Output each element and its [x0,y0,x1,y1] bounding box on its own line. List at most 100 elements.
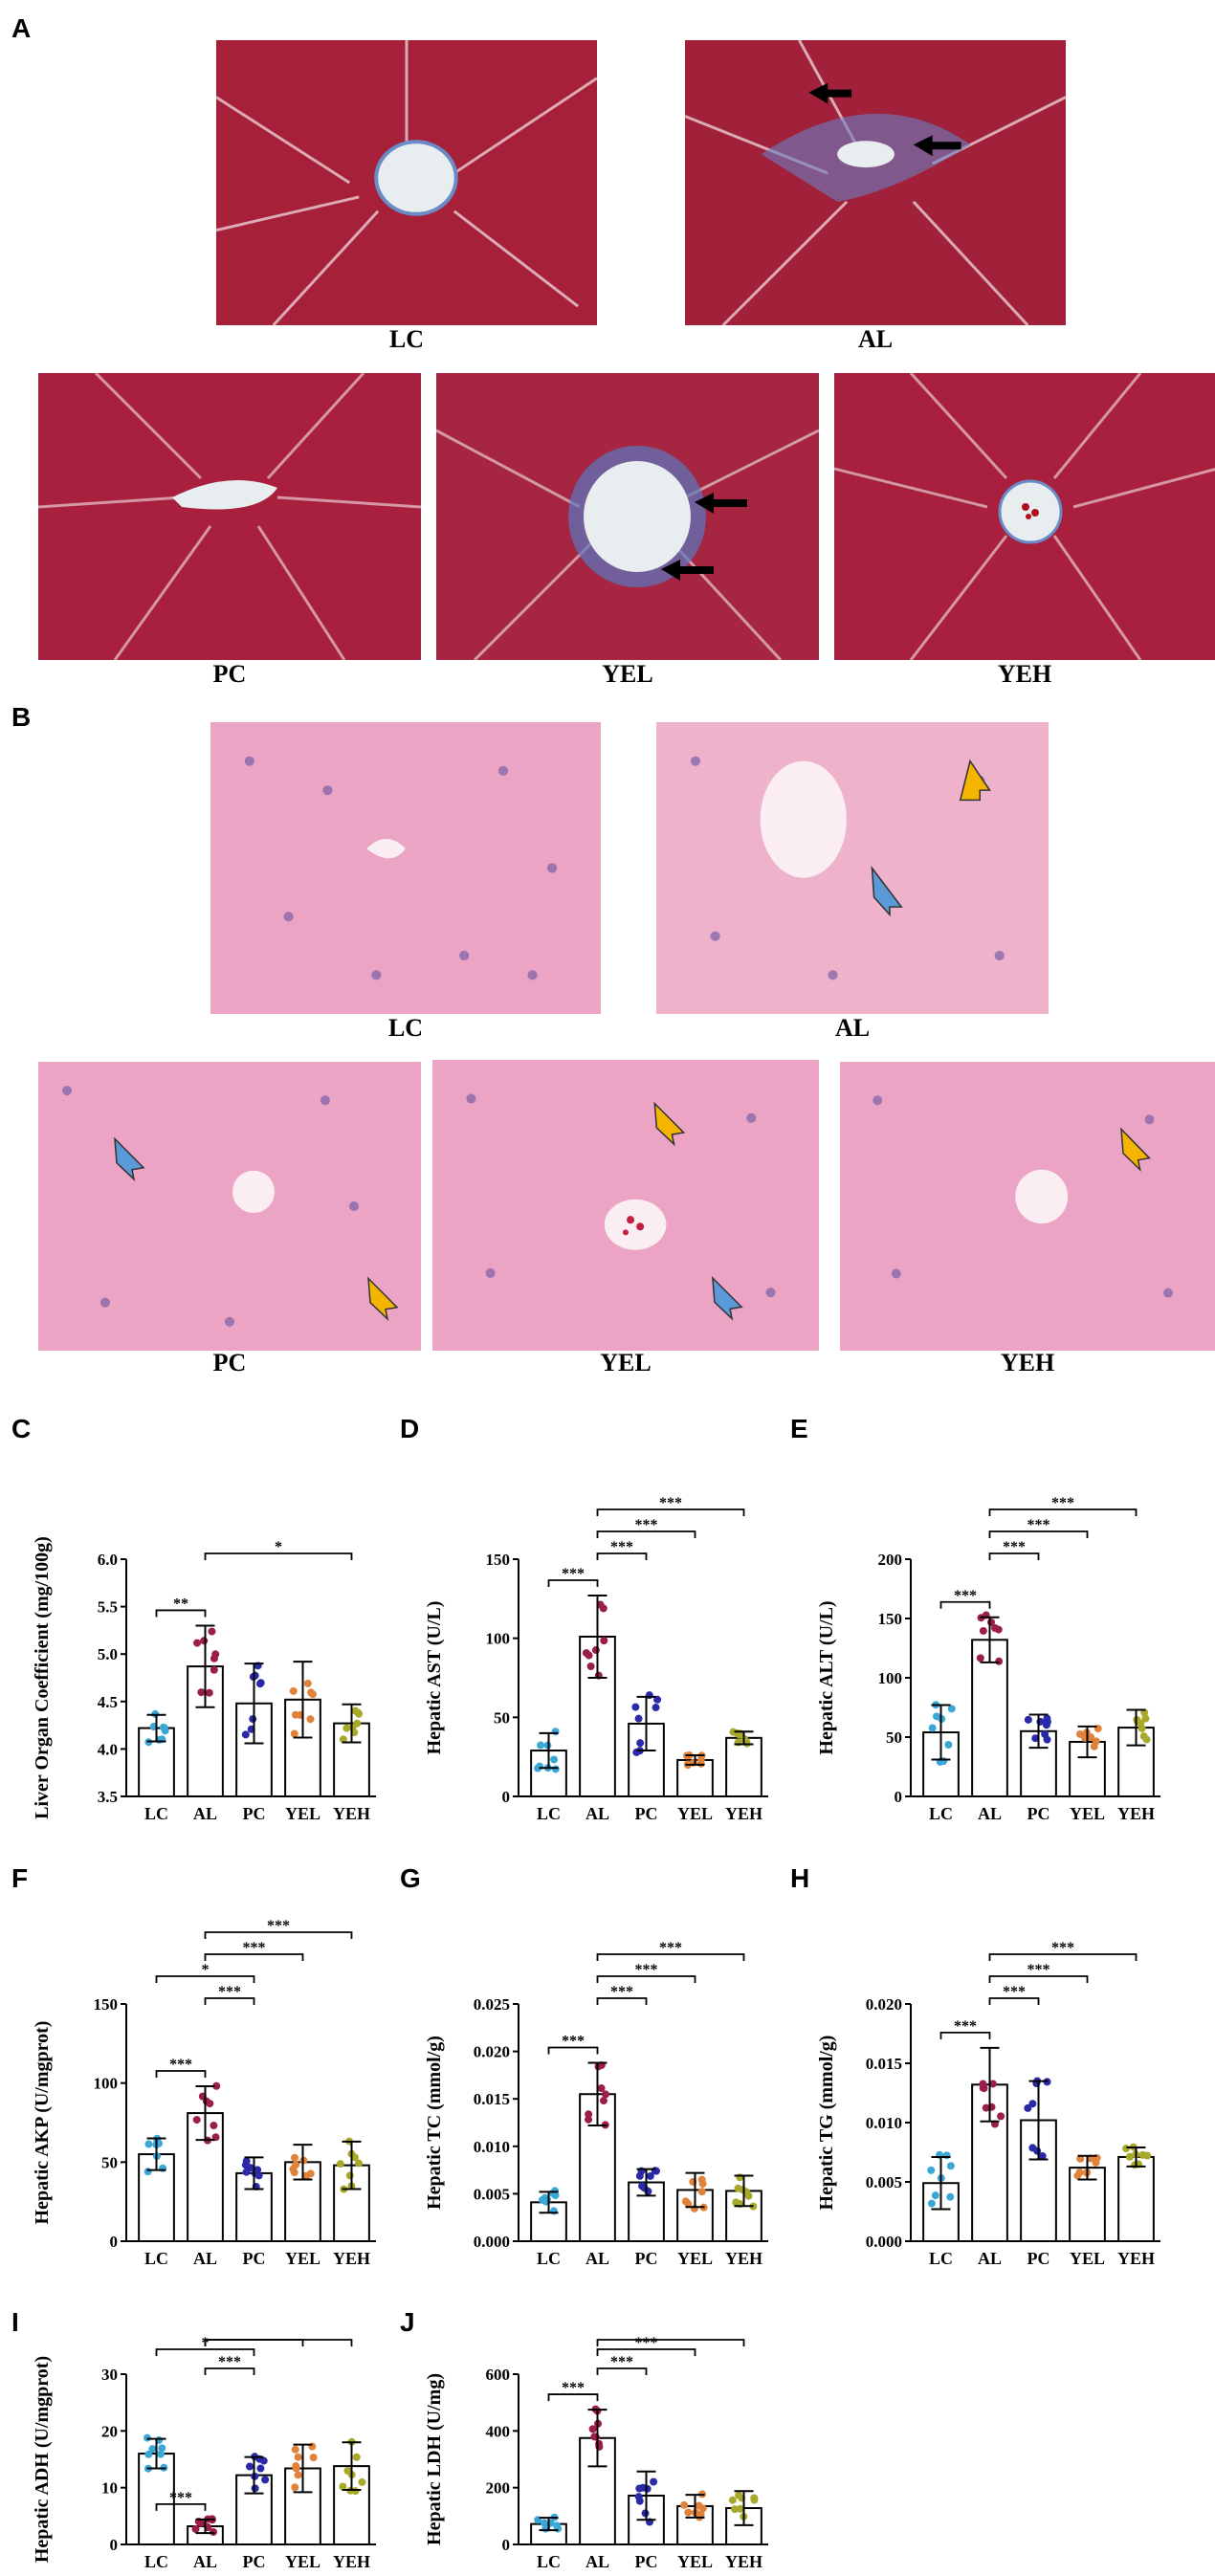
y-tick-label: 150 [94,1995,119,2014]
x-tick-label: AL [193,1804,217,1823]
y-tick-label: 100 [878,1669,903,1687]
x-tick-label: AL [585,2249,609,2268]
data-point [200,1637,209,1645]
data-point [750,2494,759,2502]
x-tick-label: AL [193,2552,217,2571]
x-tick-label: LC [144,1804,168,1823]
significance-label: *** [562,2380,585,2396]
panel-label-h: H [790,1863,810,1893]
significance-bracket [547,2046,599,2055]
data-point [306,2169,315,2178]
x-tick-label: AL [978,2249,1002,2268]
caption-b-pc: PC [212,1349,247,1376]
arrow-icon [959,759,991,802]
x-tick-label: LC [537,2249,561,2268]
significance-bracket [596,2348,696,2356]
significance-label: *** [169,2057,192,2073]
data-point [352,2453,361,2461]
y-tick-label: 0 [502,1788,511,1806]
significance-label: *** [218,1984,241,2000]
y-axis-label: Hepatic AST (U/L) [424,1601,445,1755]
significance-bracket [596,1975,696,1983]
data-point [197,1688,206,1697]
bar-al [971,1639,1008,1797]
data-point [551,2191,560,2200]
x-tick-label: YEL [677,1804,713,1823]
x-tick-label: YEH [725,1804,762,1823]
x-tick-label: AL [585,1804,609,1823]
masson-image-lc [216,40,597,325]
data-point [143,2433,151,2442]
data-point [294,2453,302,2461]
data-point [550,1755,559,1764]
data-point [599,2097,608,2105]
chart-g: Hepatic TC (mmol/g) 0.000 0.005 0.010 0.015 0… [424,1940,768,2268]
data-point [256,2464,265,2473]
data-point [1031,1734,1040,1743]
data-point [635,2171,644,2180]
x-tick-label: PC [243,2249,266,2268]
y-tick-label: 4.0 [98,1740,118,1758]
significance-bracket [939,1600,991,1609]
data-point [1090,1742,1098,1750]
data-point [192,2116,201,2125]
significance-label: *** [1027,1962,1050,1978]
y-axis-label: Hepatic ADH (U/mgprot) [32,2356,53,2563]
y-tick-label: 200 [486,2479,511,2498]
chart-j: Hepatic LDH (U/mg) 0 200 400 600 LC AL PC YEL YEH… [424,2334,768,2571]
data-point [731,2505,740,2514]
data-point [991,1624,1000,1633]
data-point [1043,1714,1051,1723]
data-point [585,2110,593,2119]
significance-bracket [988,1953,1138,1961]
data-point [208,1627,216,1636]
significance-label: *** [610,1539,633,1555]
significance-label: *** [267,1918,290,1934]
significance-label: *** [1027,1517,1050,1533]
data-point [652,1704,660,1712]
arrow-icon [695,493,747,514]
data-point [995,1657,1004,1665]
x-tick-label: LC [929,1804,953,1823]
y-tick-label: 5.5 [98,1598,118,1617]
x-tick-label: AL [193,2249,217,2268]
x-tick-label: LC [144,2249,168,2268]
data-point [979,2080,987,2088]
significance-label: *** [610,2354,633,2370]
significance-bracket [988,1975,1089,1983]
data-point [537,1741,545,1750]
data-point [735,1730,743,1739]
y-tick-label: 0.005 [474,2185,510,2203]
x-tick-label: LC [537,2552,561,2571]
data-point [212,2081,221,2090]
significance-bracket [547,1579,599,1588]
y-axis-label: Hepatic TC (mmol/g) [424,2036,445,2210]
panel-label-j: J [400,2307,415,2337]
data-point [210,2122,218,2130]
significance-label: *** [659,1940,682,1956]
data-point [144,2450,153,2458]
significance-label: *** [218,2354,241,2370]
data-point [241,2161,250,2169]
panel-label-a: A [11,13,32,43]
significance-bracket [204,1997,255,2005]
x-tick-label: PC [243,2552,266,2571]
data-point [540,2519,548,2527]
data-point [339,2482,347,2491]
data-point [534,1764,542,1772]
significance-bracket [988,1552,1040,1560]
data-point [650,2477,658,2486]
data-point [1043,1735,1051,1744]
significance-label: *** [562,2034,585,2050]
data-point [736,2173,744,2182]
data-point [193,1639,202,1647]
data-point [1122,2145,1131,2153]
arrow-icon [808,82,852,104]
significance-label: *** [659,1495,682,1511]
x-tick-label: PC [1027,2249,1050,2268]
data-point [1076,1729,1085,1738]
data-point [249,1715,257,1724]
data-point [156,2450,165,2458]
data-point [1075,2169,1084,2177]
caption-b-al: AL [834,1014,871,1042]
